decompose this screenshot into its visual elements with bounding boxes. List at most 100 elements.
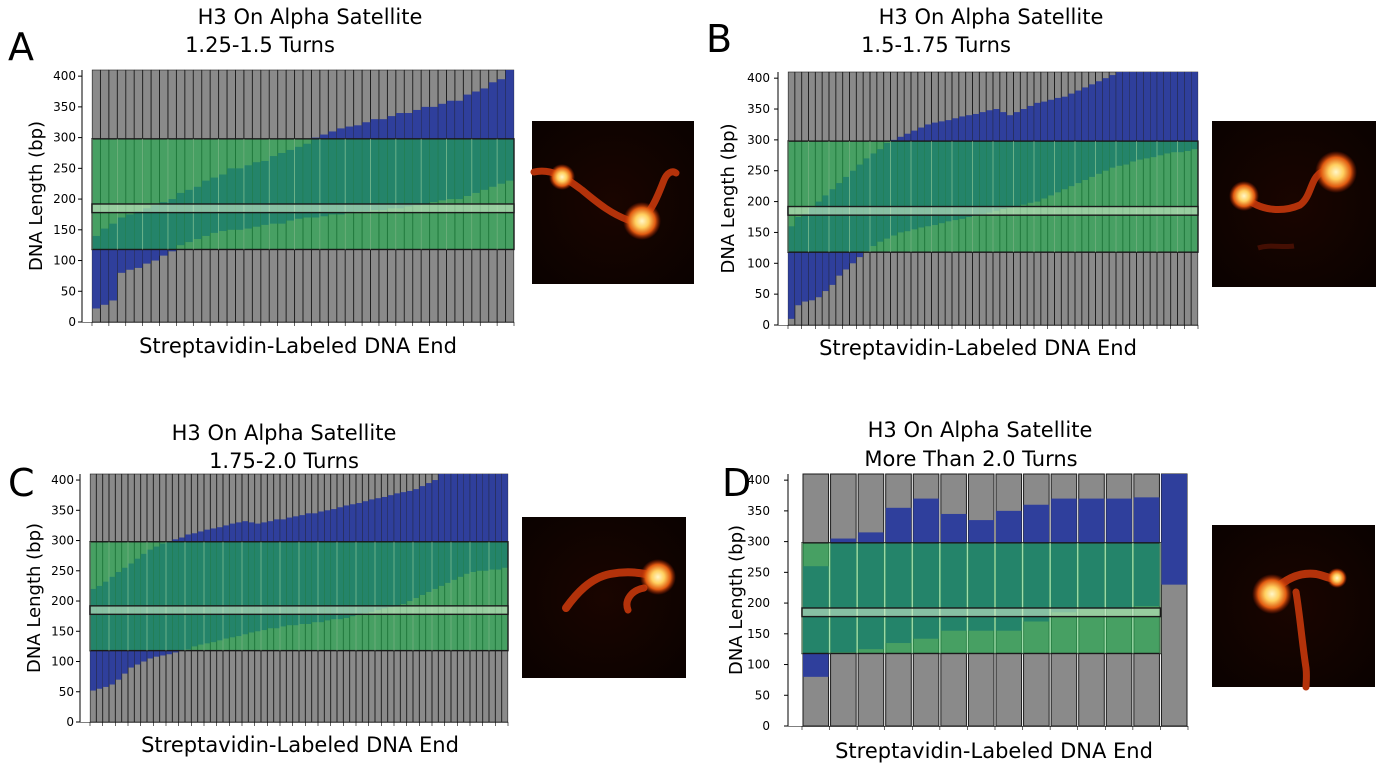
panel-b-y-axis: 0 50 100 150 200 250 300 350 400	[747, 71, 1199, 332]
bar-nucleosome-segment	[457, 474, 464, 577]
bar-nucleosome-segment	[463, 474, 470, 574]
y-tick-label: 50	[61, 284, 76, 298]
panel-d-y-axis-label: DNA Length (bp)	[726, 525, 747, 675]
y-tick-label: 0	[762, 719, 770, 733]
panel-a-chart: 0 50 100 150 200 250 300 350 400 DNA Length (bp) S…	[26, 69, 515, 358]
bar-nucleosome-segment	[1068, 93, 1075, 187]
y-tick-label: 400	[51, 473, 74, 487]
y-tick-label: 350	[51, 503, 74, 517]
panel-a-y-axis: 0 50 100 150 200 250 300 350 400	[53, 69, 515, 329]
y-tick-label: 150	[747, 225, 770, 239]
panel-a-overlays	[91, 138, 515, 251]
y-tick-label: 350	[747, 504, 770, 518]
y-tick-label: 150	[53, 223, 76, 237]
panel-a-title-line-2: 1.25-1.5 Turns	[185, 33, 335, 57]
bar-nucleosome-segment	[1082, 87, 1089, 180]
panel-a: A H3 On Alpha Satellite 1.25-1.5 Turns 0…	[8, 5, 694, 358]
center-band	[801, 607, 1162, 618]
bar-nucleosome-segment	[451, 474, 458, 580]
center-band	[91, 203, 515, 214]
panel-a-y-axis-label: DNA Length (bp)	[26, 121, 47, 271]
y-tick-label: 150	[51, 624, 74, 638]
y-tick-label: 400	[747, 473, 770, 487]
panel-b-afm-image	[1212, 121, 1376, 287]
panel-d-afm-image	[1212, 525, 1375, 691]
bar-nucleosome-segment	[1109, 75, 1116, 168]
y-tick-label: 400	[53, 69, 76, 83]
bar-nucleosome-segment	[1143, 72, 1150, 159]
bar-nucleosome-segment	[1102, 78, 1109, 171]
panel-d-x-axis-label: Streptavidin-Labeled DNA End	[835, 739, 1153, 763]
bar-nucleosome-segment	[482, 474, 489, 571]
y-tick-label: 300	[747, 535, 770, 549]
bar-nucleosome-segment	[1123, 72, 1130, 165]
panel-c-y-axis-label: DNA Length (bp)	[24, 523, 45, 673]
panel-b-chart: 0 50 100 150 200 250 300 350 400 DNA Length (bp) S…	[718, 71, 1199, 360]
panel-c-y-axis: 0 50 100 150 200 250 300 350 400	[51, 473, 509, 729]
panel-c-title-line-2: 1.75-2.0 Turns	[209, 449, 359, 473]
y-tick-label: 250	[51, 564, 74, 578]
bar-nucleosome-segment	[444, 474, 451, 583]
bar-nucleosome-segment	[1136, 72, 1144, 160]
bar-nucleosome-segment	[92, 235, 101, 309]
panel-d-title-line-2: More Than 2.0 Turns	[864, 447, 1077, 471]
y-tick-label: 350	[747, 102, 770, 116]
panel-b-title-line-2: 1.5-1.75 Turns	[861, 33, 1011, 57]
y-tick-label: 100	[747, 658, 770, 672]
bar-nucleosome-segment	[795, 217, 802, 306]
y-tick-label: 200	[53, 192, 76, 206]
bar-nucleosome-segment	[1150, 72, 1157, 158]
bar-nucleosome-segment	[808, 207, 816, 301]
bar-nucleosome-segment	[495, 474, 502, 570]
bar-nucleosome-segment	[1129, 72, 1137, 162]
panel-letter-a: A	[8, 25, 34, 69]
bar-nucleosome-segment	[788, 226, 795, 319]
y-tick-label: 50	[755, 287, 770, 301]
y-tick-label: 0	[66, 715, 74, 729]
bar-nucleosome-segment	[501, 474, 508, 568]
y-tick-label: 300	[53, 131, 76, 145]
bar-nucleosome-segment	[801, 213, 809, 302]
panel-c-overlays	[89, 541, 509, 652]
bar-nucleosome-segment	[109, 223, 118, 301]
y-tick-label: 0	[68, 315, 76, 329]
bar-nucleosome-segment	[1075, 90, 1082, 184]
bar-nucleosome-segment	[425, 483, 432, 592]
panel-a-x-axis-label: Streptavidin-Labeled DNA End	[139, 334, 457, 358]
bar-nucleosome-segment	[1191, 72, 1198, 150]
bar-nucleosome-segment	[419, 486, 426, 595]
y-tick-label: 250	[747, 164, 770, 178]
panel-d-y-axis: 0 50 100 150 200 250 300 350 400	[747, 473, 1189, 733]
panel-d-chart: 0 50 100 150 200 250 300 350 400 DNA Length (bp) S…	[726, 473, 1189, 763]
center-band	[89, 605, 509, 616]
bar-nucleosome-segment	[489, 474, 496, 570]
y-tick-label: 50	[755, 688, 770, 702]
panel-b-x-axis-label: Streptavidin-Labeled DNA End	[819, 336, 1137, 360]
panel-d-title-line-1: H3 On Alpha Satellite	[868, 418, 1093, 442]
y-tick-label: 0	[762, 318, 770, 332]
bar-nucleosome-segment	[100, 228, 109, 305]
alpha-satellite-region	[801, 542, 1162, 655]
panel-b-overlays	[787, 140, 1199, 253]
panel-c-x-axis-label: Streptavidin-Labeled DNA End	[141, 733, 459, 757]
y-tick-label: 250	[747, 565, 770, 579]
bar-nucleosome-segment	[470, 474, 477, 572]
panel-a-title-line-1: H3 On Alpha Satellite	[198, 5, 423, 29]
bar-nucleosome-segment	[432, 480, 439, 589]
y-tick-label: 50	[59, 685, 74, 699]
y-tick-label: 100	[747, 256, 770, 270]
bar-nucleosome-segment	[505, 70, 514, 181]
alpha-satellite-region	[91, 138, 515, 251]
y-tick-label: 200	[747, 596, 770, 610]
bar-nucleosome-segment	[1164, 72, 1171, 154]
bar-nucleosome-segment	[1184, 72, 1191, 151]
bar-nucleosome-segment	[1116, 72, 1123, 166]
y-tick-label: 400	[747, 71, 770, 85]
bar-nucleosome-segment	[1088, 84, 1096, 177]
y-tick-label: 100	[51, 655, 74, 669]
bar-nucleosome-segment	[1177, 72, 1185, 153]
bar-nucleosome-segment	[1157, 72, 1164, 156]
panel-c: C H3 On Alpha Satellite 1.75-2.0 Turns 0…	[8, 421, 686, 757]
panel-c-title-line-1: H3 On Alpha Satellite	[172, 421, 397, 445]
